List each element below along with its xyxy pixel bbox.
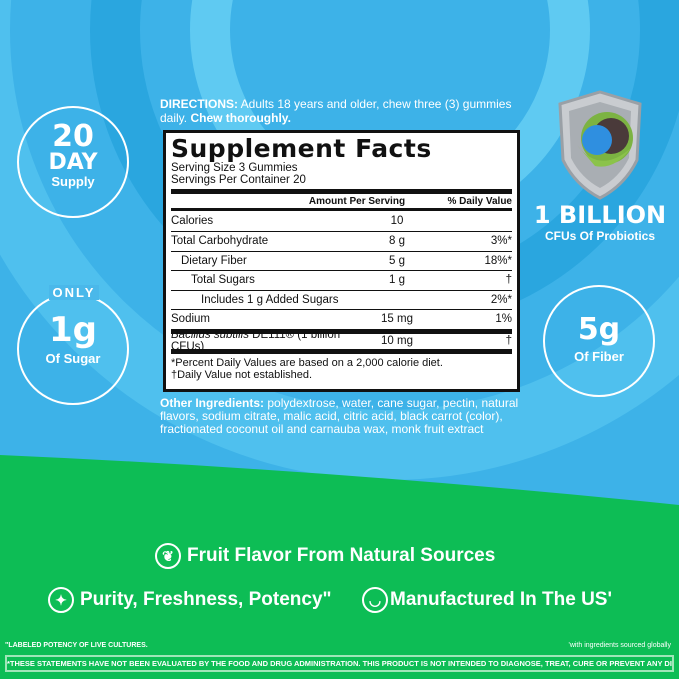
footnote-dagger: †Daily Value not established. — [171, 368, 313, 381]
panel-title: Supplement Facts — [171, 134, 432, 163]
nutrient-name: Sodium — [171, 313, 210, 326]
table-row: Total Sugars 1 g † — [171, 271, 512, 291]
footnote-sourcing: 'with ingredients sourced globally — [568, 642, 671, 649]
nutrient-amount: 5 g — [389, 254, 405, 267]
directions: DIRECTIONS: Adults 18 years and older, c… — [160, 97, 520, 125]
nutrient-dv: 18%* — [484, 254, 513, 267]
sugar-only: ONLY — [49, 285, 99, 300]
mortar-icon: ◡ — [362, 587, 388, 613]
table-row: Dietary Fiber 5 g 18%* — [171, 252, 513, 271]
probiotics-number: 1 BILLION — [533, 201, 667, 229]
footnote-potency: "LABELED POTENCY OF LIVE CULTURES. — [5, 642, 148, 649]
supply-label: Supply — [51, 174, 95, 189]
supply-number: 20 — [52, 119, 94, 154]
nutrient-name: Total Carbohydrate — [171, 235, 269, 248]
other-ingredients: Other Ingredients: polydextrose, water, … — [160, 397, 520, 436]
nutrient-amount: 10 — [390, 215, 404, 227]
fda-disclaimer: *THESE STATEMENTS HAVE NOT BEEN EVALUATE… — [5, 655, 674, 672]
feature-natural-flavor: ❦ Fruit Flavor From Natural Sources — [155, 543, 495, 569]
probiotic-dv: † — [505, 335, 512, 347]
dv-header: % Daily Value — [447, 195, 512, 207]
sugar-label: Of Sugar — [45, 351, 101, 366]
nutrient-name: Calories — [171, 215, 214, 227]
sprout-icon: ❦ — [155, 543, 181, 569]
feature-text: Manufactured In The US' — [390, 589, 612, 610]
probiotics-label: CFUs Of Probiotics — [544, 229, 655, 243]
probiotic-name: Bacillus subtilis — [171, 329, 249, 341]
sparkle-icon: ✦ — [48, 587, 74, 613]
divider — [171, 189, 512, 194]
sugar-number: 1g — [49, 310, 97, 350]
nutrient-name: Total Sugars — [191, 274, 255, 287]
other-ingredients-text: polydextrose, water, cane sugar, pectin,… — [160, 396, 519, 436]
table-header: Amount Per Serving % Daily Value — [171, 194, 512, 211]
feature-purity: ✦ Purity, Freshness, Potency" — [48, 587, 332, 613]
arc-decoration — [0, 0, 679, 480]
directions-text: Adults 18 years and older, chew three (3… — [160, 97, 512, 125]
feature-text: Purity, Freshness, Potency" — [80, 589, 332, 610]
probiotic-amount: 10 mg — [381, 335, 413, 347]
green-band — [0, 455, 679, 679]
nutrient-dv: 2%* — [490, 293, 512, 306]
supply-unit: DAY — [48, 150, 98, 175]
table-row: Sodium 15 mg 1% — [171, 310, 512, 330]
directions-emphasis: Chew thoroughly. — [190, 111, 291, 125]
nutrient-dv: † — [505, 274, 512, 287]
nutrient-amount: 8 g — [389, 235, 405, 248]
nutrient-amount: 1 g — [389, 274, 405, 287]
probiotic-name-rest: DE111® (1 billion CFUs) — [171, 329, 341, 353]
directions-label: DIRECTIONS: — [160, 97, 238, 111]
footnote-dv: *Percent Daily Values are based on a 2,0… — [171, 356, 443, 369]
feature-manufactured: ◡ Manufactured In The US' — [362, 587, 612, 613]
nutrient-dv: 1% — [495, 313, 512, 326]
table-row: Includes 1 g Added Sugars 2%* — [171, 291, 512, 310]
nutrient-dv: 3%* — [490, 235, 512, 248]
fiber-number: 5g — [577, 312, 621, 347]
serving-size: Serving Size 3 Gummies — [171, 162, 298, 174]
nutrient-name: Dietary Fiber — [181, 254, 247, 267]
probiotic-row: Bacillus subtilis DE111® (1 billion CFUs… — [171, 329, 512, 354]
table-row: Total Carbohydrate 8 g 3%* — [171, 232, 512, 252]
servings-per-container: Servings Per Container 20 — [171, 174, 306, 186]
nutrient-amount: 15 mg — [381, 313, 413, 326]
badge-probiotics: 1 BILLION CFUs Of Probiotics — [525, 203, 675, 243]
badge-supply: 20 DAY Supply — [17, 106, 129, 218]
amount-header: Amount Per Serving — [308, 195, 406, 207]
fiber-label: Of Fiber — [574, 349, 624, 364]
supplement-facts-panel: Supplement Facts Serving Size 3 Gummies … — [163, 130, 520, 392]
nutrient-name: Includes 1 g Added Sugars — [201, 293, 339, 306]
badge-fiber: 5g Of Fiber — [543, 285, 655, 397]
badge-sugar: ONLY 1g Of Sugar — [17, 285, 129, 405]
other-ingredients-label: Other Ingredients: — [160, 396, 265, 410]
table-row: Calories 10 — [171, 211, 512, 232]
probiotic-shield-icon — [558, 90, 642, 200]
feature-text: Fruit Flavor From Natural Sources — [187, 545, 496, 566]
